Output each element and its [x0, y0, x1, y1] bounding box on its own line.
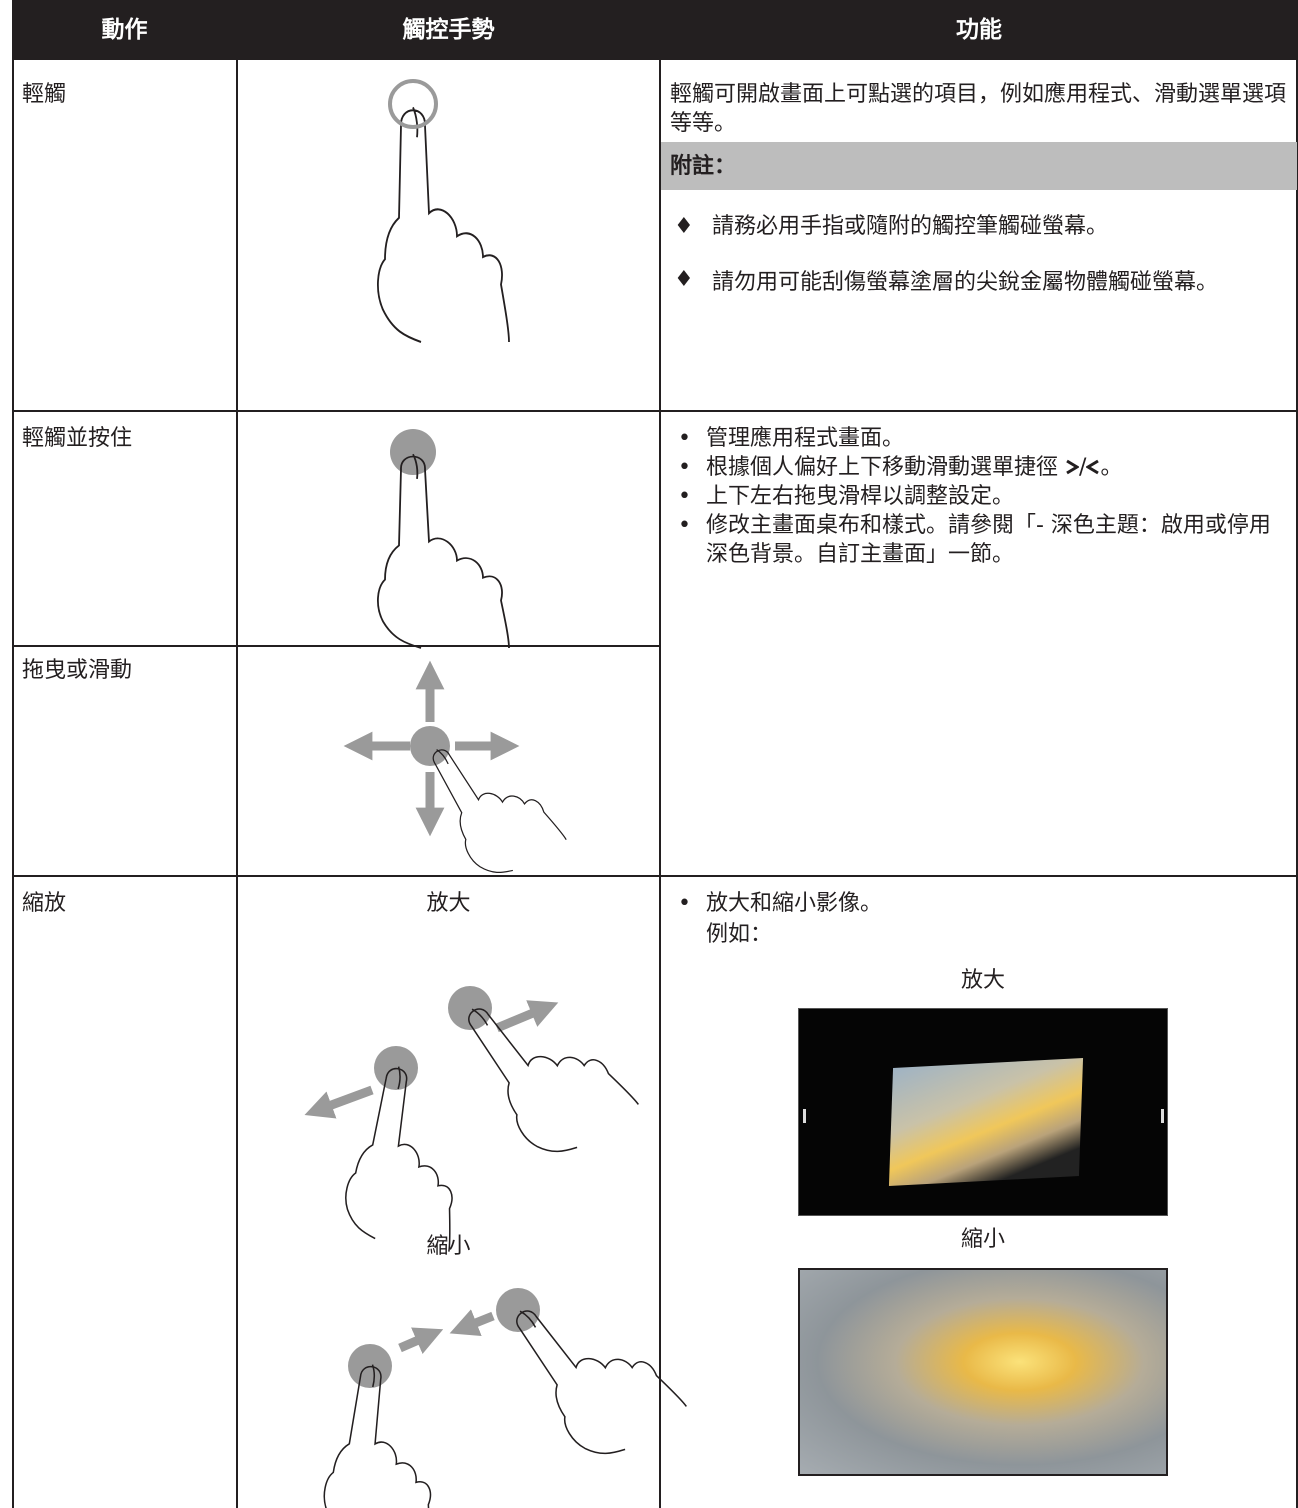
action: 拖曳或滑動	[22, 658, 133, 683]
text: 。	[1100, 455, 1123, 480]
diamond: ♦	[674, 214, 694, 239]
border	[236, 60, 238, 1508]
bullet: •	[678, 513, 691, 538]
action: 縮放	[22, 891, 67, 916]
image-caption: 縮小	[960, 1227, 1005, 1252]
header-cell: 觸控手勢	[402, 17, 495, 43]
bullet-text: 根據個人偏好上下移動滑動選單捷徑 / 。	[706, 453, 1122, 482]
gesture-label: 放大	[426, 891, 471, 916]
diamond: ♦	[674, 267, 694, 292]
bullet: •	[678, 426, 691, 451]
function-text: 輕觸可開啟畫面上可點選的項目，例如應用程式、滑動選單選項等等。	[670, 82, 1287, 136]
bullet: •	[678, 891, 691, 916]
screenshot-zoom-out	[798, 1268, 1168, 1476]
zoom-out-gesture	[318, 1263, 688, 1508]
drag-gesture	[343, 660, 520, 837]
chevron-icon	[1066, 459, 1080, 475]
bullet: •	[678, 484, 691, 509]
image-caption: 放大	[960, 968, 1005, 993]
border	[12, 0, 14, 1508]
bullet: •	[678, 455, 691, 480]
action: 輕觸並按住	[22, 426, 133, 451]
press-gesture	[377, 429, 510, 649]
border	[12, 645, 660, 647]
example-label: 例如：	[706, 922, 773, 947]
note-bar	[661, 142, 1297, 190]
tap-gesture	[376, 79, 511, 344]
zoom-in-gesture	[304, 961, 640, 1253]
note: 請勿用可能刮傷螢幕塗層的尖銳金屬物體觸碰螢幕。	[712, 270, 1219, 295]
screenshot-zoom-in	[798, 1008, 1168, 1216]
text: 根據個人偏好上下移動滑動選單捷徑	[706, 455, 1059, 480]
note: 請務必用手指或隨附的觸控筆觸碰螢幕。	[712, 214, 1109, 239]
chevron-icon	[1085, 459, 1100, 475]
note-title: 附註：	[670, 154, 737, 179]
bullet-text: 上下左右拖曳滑桿以調整設定。	[706, 484, 1015, 509]
bullet-text: 修改主畫面桌布和樣式。請參閱「- 深色主題：啟用或停用深色背景。自訂主畫面」一節…	[706, 513, 1271, 567]
header-bar	[12, 0, 1298, 60]
border	[659, 60, 661, 1508]
border	[1296, 0, 1298, 1508]
gesture-label: 縮小	[426, 1234, 471, 1259]
header-cell: 動作	[101, 17, 148, 43]
border	[12, 875, 1298, 877]
text: /	[1079, 455, 1087, 480]
border	[12, 410, 1298, 412]
bullet-text: 管理應用程式畫面。	[706, 426, 905, 451]
handle	[803, 1109, 806, 1123]
handle	[1161, 1109, 1164, 1123]
header-cell: 功能	[956, 17, 1002, 43]
action: 輕觸	[22, 82, 67, 107]
bullet-text: 放大和縮小影像。	[706, 891, 883, 916]
